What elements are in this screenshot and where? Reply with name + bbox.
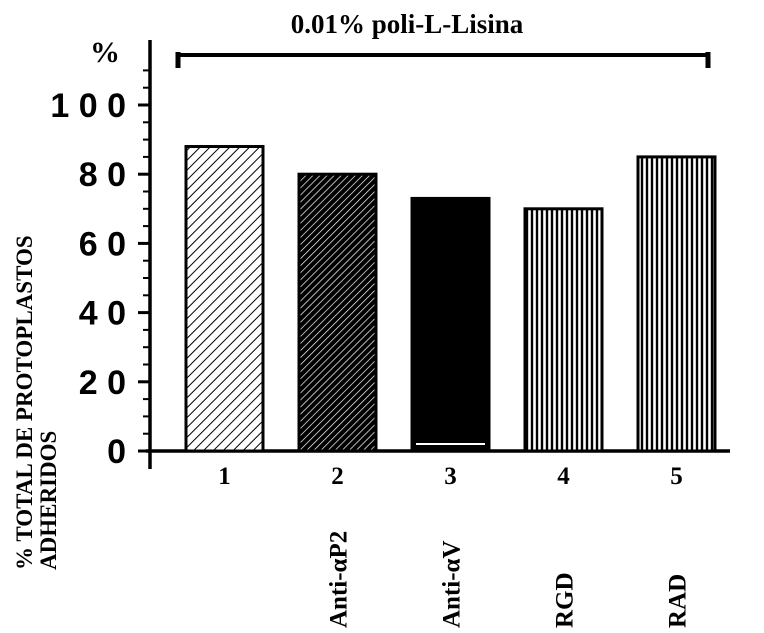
- y-unit-label: %: [90, 36, 120, 69]
- bars: [184, 145, 717, 453]
- labels: 0 2 0 4 0 6 0 8 0 1 0 0% % TOTAL DE PROTOPLAST…: [12, 9, 692, 628]
- bracket-label: 0.01% poli-L-Lisina: [291, 9, 524, 39]
- bar-2: [297, 172, 378, 453]
- y-axis-title: % TOTAL DE PROTOPLASTOSADHERIDOS: [12, 235, 61, 570]
- x-category-label: RAD: [665, 574, 692, 628]
- y-axis-title-line: ADHERIDOS: [36, 431, 61, 570]
- x-tick-label: 1: [218, 463, 231, 490]
- x-tick-label: 4: [557, 463, 570, 490]
- y-tick-label: 4 0: [79, 295, 126, 333]
- y-tick-label: 2 0: [79, 364, 126, 402]
- x-category-label: RGD: [552, 572, 579, 628]
- y-tick-label: 0: [107, 433, 126, 471]
- x-tick-label: 2: [331, 463, 344, 490]
- bar-5: [636, 155, 717, 453]
- y-tick-label: 6 0: [79, 225, 126, 263]
- x-category-label: Anti-αV: [439, 540, 466, 628]
- bar-1: [184, 145, 265, 453]
- y-tick-label: 1 0 0: [50, 87, 126, 125]
- x-tick-label: 3: [444, 463, 457, 490]
- bar-3: [410, 196, 491, 453]
- x-category-label: Anti-αP2: [326, 531, 353, 628]
- x-tick-label: 5: [670, 463, 683, 490]
- bar-4: [523, 207, 604, 453]
- y-axis-title-line: % TOTAL DE PROTOPLASTOS: [12, 235, 37, 570]
- y-tick-label: 8 0: [79, 156, 126, 194]
